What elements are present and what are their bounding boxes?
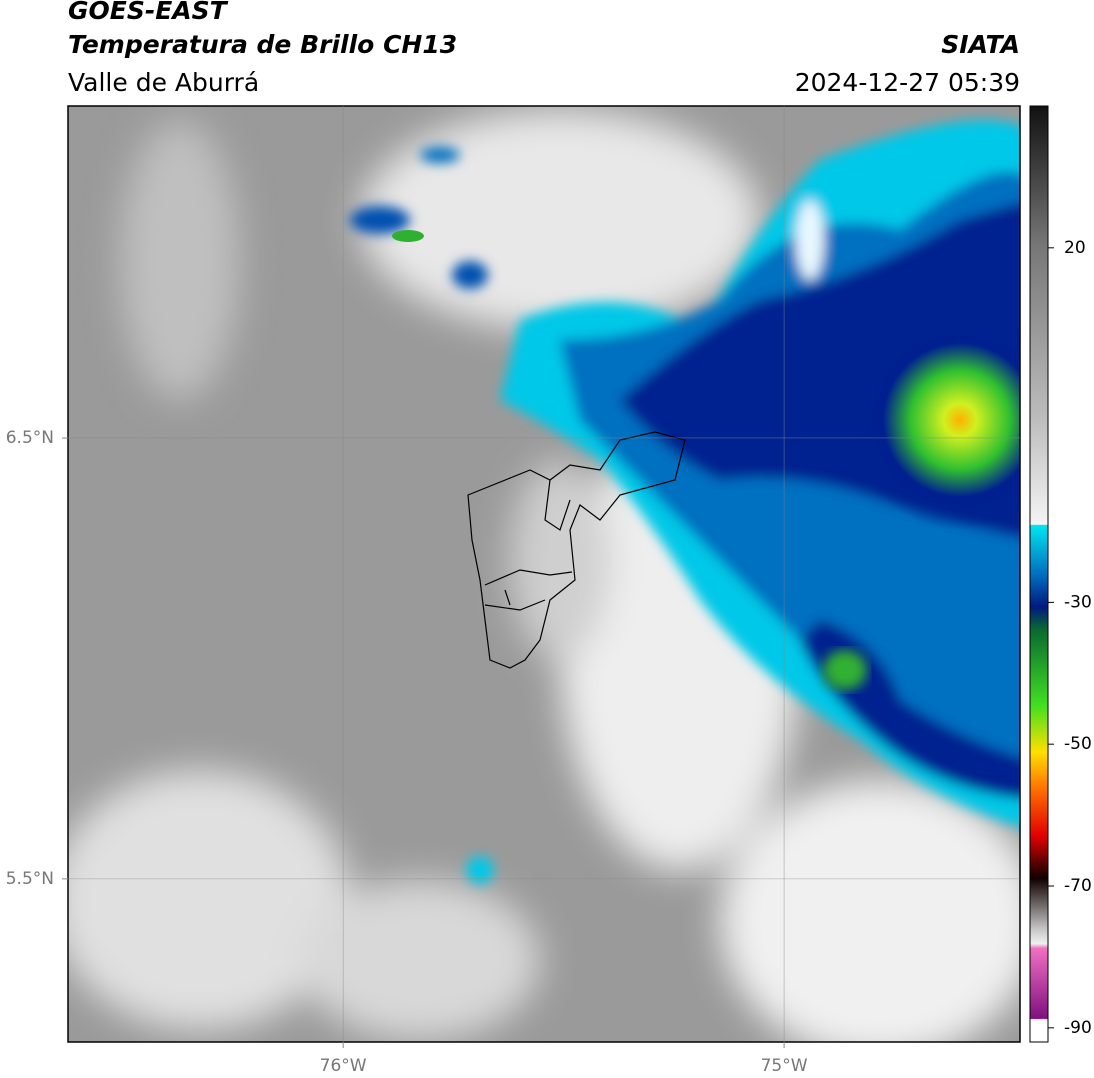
subtitle: Valle de Aburrá [68, 68, 259, 97]
map-frame [67, 105, 1021, 1043]
y-tick-label: 5.5°N [6, 869, 54, 889]
map-image [68, 106, 1020, 1042]
axes: 76°W 75°W 6.5°N 5.5°N 20 -30 -50 -70 -90 [6, 106, 1092, 1076]
colorbar-tick-label: -90 [1064, 1018, 1092, 1038]
valley-outline [467, 431, 686, 669]
title: Temperatura de Brillo CH13 [68, 30, 457, 59]
title: GOES-EAST [68, 0, 229, 25]
y-tick-label: 6.5°N [6, 428, 54, 448]
colorbar-tick-label: 20 [1064, 238, 1086, 258]
colorbar [1029, 105, 1049, 1043]
source: SIATA [941, 30, 1020, 59]
colorbar-tick-label: -70 [1064, 876, 1092, 896]
datetime: 2024-12-27 05:39 [795, 68, 1020, 97]
x-tick-label: 75°W [761, 1056, 808, 1076]
x-tick-label: 76°W [320, 1056, 367, 1076]
colorbar-tick-label: -30 [1064, 592, 1092, 612]
colorbar-tick-label: -50 [1064, 734, 1092, 754]
